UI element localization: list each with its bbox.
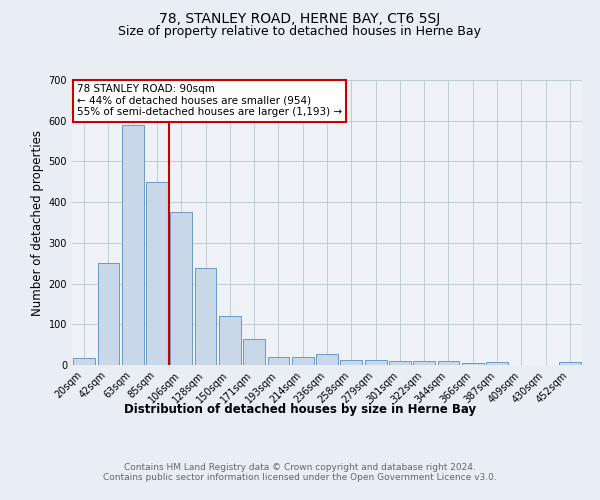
Bar xyxy=(268,357,289,365)
Bar xyxy=(559,362,581,365)
Text: Size of property relative to detached houses in Herne Bay: Size of property relative to detached ho… xyxy=(119,25,482,38)
Text: 78, STANLEY ROAD, HERNE BAY, CT6 5SJ: 78, STANLEY ROAD, HERNE BAY, CT6 5SJ xyxy=(160,12,440,26)
Bar xyxy=(316,354,338,365)
Text: Contains HM Land Registry data © Crown copyright and database right 2024.
Contai: Contains HM Land Registry data © Crown c… xyxy=(103,462,497,482)
Bar xyxy=(486,362,508,365)
Bar xyxy=(194,268,217,365)
Bar xyxy=(219,316,241,365)
Bar xyxy=(462,363,484,365)
Bar xyxy=(389,361,411,365)
Text: Distribution of detached houses by size in Herne Bay: Distribution of detached houses by size … xyxy=(124,402,476,415)
Bar xyxy=(146,182,168,365)
Y-axis label: Number of detached properties: Number of detached properties xyxy=(31,130,44,316)
Bar xyxy=(340,360,362,365)
Bar xyxy=(97,263,119,365)
Bar xyxy=(292,357,314,365)
Bar xyxy=(122,125,143,365)
Bar xyxy=(365,360,386,365)
Text: 78 STANLEY ROAD: 90sqm
← 44% of detached houses are smaller (954)
55% of semi-de: 78 STANLEY ROAD: 90sqm ← 44% of detached… xyxy=(77,84,342,117)
Bar xyxy=(73,358,95,365)
Bar xyxy=(243,338,265,365)
Bar xyxy=(170,212,192,365)
Bar xyxy=(437,361,460,365)
Bar xyxy=(413,361,435,365)
